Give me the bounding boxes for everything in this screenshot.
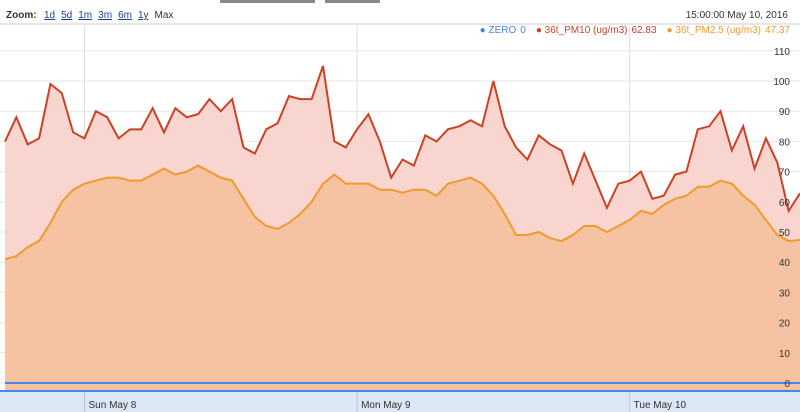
- legend-value: 0: [520, 25, 526, 36]
- legend-value: 47.37: [765, 25, 790, 36]
- y-tick-label: 80: [779, 137, 791, 148]
- zoom-option[interactable]: 3m: [98, 10, 112, 21]
- x-tick-label: Tue May 10: [634, 400, 687, 411]
- y-tick-label: 0: [784, 379, 790, 390]
- x-tick-label: Mon May 9: [361, 400, 411, 411]
- zoom-option[interactable]: 5d: [61, 10, 72, 21]
- plot-area: 0 10 20 30 40 50 60 70 80 90 100 110: [0, 25, 800, 392]
- y-tick-label: 20: [779, 319, 791, 330]
- zoom-option[interactable]: 1y: [138, 10, 149, 21]
- line: [4, 65, 800, 214]
- legend-label: ZERO: [489, 25, 517, 36]
- x-axis: Sun May 8 Mon May 9 Tue May 10: [84, 392, 687, 412]
- date-display: 15:00:00 May 10, 2016: [686, 10, 789, 21]
- y-tick-label: 40: [779, 258, 791, 269]
- zoom-option[interactable]: 6m: [118, 10, 132, 21]
- legend-value: 62.83: [632, 25, 657, 36]
- legend-label: 36t_PM2.5 (ug/m3): [675, 25, 761, 36]
- zoom-option[interactable]: 1m: [78, 10, 92, 21]
- x-tick-label: Sun May 8: [89, 400, 137, 411]
- y-tick-label: 50: [779, 228, 791, 239]
- y-tick-label: 10: [779, 349, 791, 360]
- legend: ● ZERO 0 ● 36t_PM10 (ug/m3) 62.83 ● 36t_PM2.…: [480, 25, 791, 36]
- y-tick-label: 100: [773, 77, 790, 88]
- legend-marker: ●: [480, 25, 489, 36]
- legend-marker: ●: [667, 25, 676, 36]
- area: [5, 165, 800, 391]
- y-tick-label: 110: [774, 47, 790, 58]
- zoom-option[interactable]: 1d: [44, 10, 55, 21]
- zoom-option: Max: [155, 10, 174, 21]
- y-tick-label: 30: [779, 288, 791, 299]
- legend-label: 36t_PM10 (ug/m3): [545, 25, 628, 36]
- y-tick-label: 60: [779, 198, 791, 209]
- tab-edge: [325, 0, 380, 3]
- zoom-options: 1d 5d 1m 3m 6m 1y Max: [44, 10, 173, 21]
- y-tick-label: 70: [779, 168, 791, 179]
- x-axis-band: [0, 392, 800, 412]
- y-tick-label: 90: [779, 107, 791, 118]
- legend-marker: ●: [536, 25, 545, 36]
- tab-edge: [220, 0, 315, 3]
- zoom-label: Zoom:: [6, 10, 37, 21]
- line: [4, 164, 800, 261]
